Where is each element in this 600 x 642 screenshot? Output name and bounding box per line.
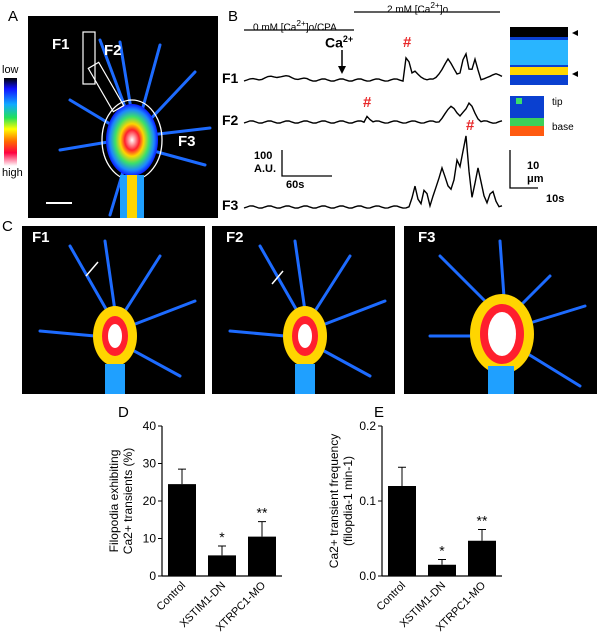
chart-d-bar [168, 484, 196, 576]
ca-addition-label: Ca2+ [325, 34, 354, 51]
kymo-arrow-1 [572, 30, 578, 36]
kymo-arrow-2 [572, 71, 578, 77]
trace-label-f3: F3 [222, 197, 239, 213]
frame-label-f2: F2 [226, 229, 244, 246]
label-a-f3: F3 [178, 133, 196, 150]
chart-e-y-tick-label: 0.1 [359, 494, 376, 508]
chart-d-y-tick-label: 0 [149, 569, 156, 583]
chart-e-bar [388, 486, 416, 576]
kymo-scalebar [509, 150, 538, 189]
trace-f1 [243, 51, 503, 83]
chart-e-y-label-2: (filopdia-1 min-1) [341, 456, 355, 546]
chart-d-y-label-2: Ca2+ transients (%) [121, 448, 135, 554]
trace-f2 [243, 101, 503, 124]
chart-d-y-tick-label: 30 [143, 457, 157, 471]
panel-a-growth-cone [106, 104, 158, 176]
kymo-base-label: base [552, 122, 574, 133]
chart-d-y-tick-label: 20 [143, 494, 157, 508]
trace-scalebar [281, 150, 332, 177]
bar-chart-d: 010203040Control*XSTIM1-DN**XTRPC1-MOFil… [107, 419, 282, 634]
chart-d-significance: ** [257, 505, 268, 521]
panel-a-image [4, 16, 218, 218]
event-marker-f1: # [403, 34, 412, 51]
chart-e-bar [468, 540, 496, 576]
chart-e-y-label-1: Ca2+ transient frequency [327, 434, 341, 568]
trace-scalebar-y: 100 [254, 150, 273, 162]
colorbar-high-label: high [2, 167, 23, 179]
chart-e-y-tick-label: 0.0 [359, 569, 376, 583]
frame-label-f3: F3 [418, 229, 436, 246]
ca-arrow-head [338, 66, 346, 74]
trace-label-f2: F2 [222, 112, 239, 128]
chart-e-y-tick-label: 0.2 [359, 419, 376, 433]
trace-label-f1: F1 [222, 70, 239, 86]
panel-a-filopodia [58, 38, 212, 217]
panel-c-frame-1 [22, 226, 205, 394]
colorbar [4, 78, 17, 166]
event-marker-f3: # [466, 117, 475, 134]
label-a-f2: F2 [104, 42, 122, 59]
panel-letter-c: C [2, 218, 13, 235]
panel-c-frame-2 [212, 226, 395, 394]
label-a-f1: F1 [52, 36, 70, 53]
panel-letter-e: E [374, 404, 385, 421]
condition-1-label: 0 mM [Ca2+]o/CPA [253, 18, 337, 34]
roi-box-f1 [82, 31, 96, 85]
arrow-c1 [85, 261, 99, 277]
condition-2-label: 2 mM [Ca2+]o [387, 0, 449, 16]
trace-f3 [243, 135, 503, 209]
colorbar-low-label: low [2, 64, 19, 76]
chart-e-x-label: Control [375, 580, 409, 614]
kymo-scale-y-unit: μm [527, 173, 544, 185]
kymo-tip-label: tip [552, 97, 563, 108]
panel-letter-d: D [118, 404, 129, 421]
panel-c-images [22, 226, 597, 394]
chart-d-y-label-1: Filopodia exhibiting [107, 450, 121, 553]
kymo-scale-x: 10s [546, 193, 565, 205]
trace-scalebar-x: 60s [286, 179, 305, 191]
chart-d-y-tick-label: 10 [143, 532, 157, 546]
chart-e-bar [428, 564, 456, 576]
bar-chart-e: 0.00.10.2Control*XSTIM1-DN**XTRPC1-MOCa2… [327, 419, 502, 634]
chart-e-significance: ** [477, 513, 488, 529]
event-marker-f2: # [363, 94, 372, 111]
frame-label-f1: F1 [32, 229, 50, 246]
roi-box-f2 [87, 61, 125, 113]
chart-d-bar [208, 555, 236, 576]
chart-d-significance: * [219, 529, 225, 545]
trace-scalebar-y-unit: A.U. [254, 163, 276, 175]
chart-d-bar [248, 536, 276, 576]
panel-letter-b: B [228, 8, 239, 25]
arrow-c2 [271, 270, 284, 285]
chart-d-x-label: Control [155, 580, 189, 614]
chart-e-significance: * [439, 543, 445, 559]
panel-letter-a: A [8, 8, 19, 25]
kymo-scale-y: 10 [527, 160, 540, 172]
chart-d-y-tick-label: 40 [143, 419, 157, 433]
panel-b-traces [243, 11, 578, 209]
panel-c-frame-3 [404, 226, 597, 394]
